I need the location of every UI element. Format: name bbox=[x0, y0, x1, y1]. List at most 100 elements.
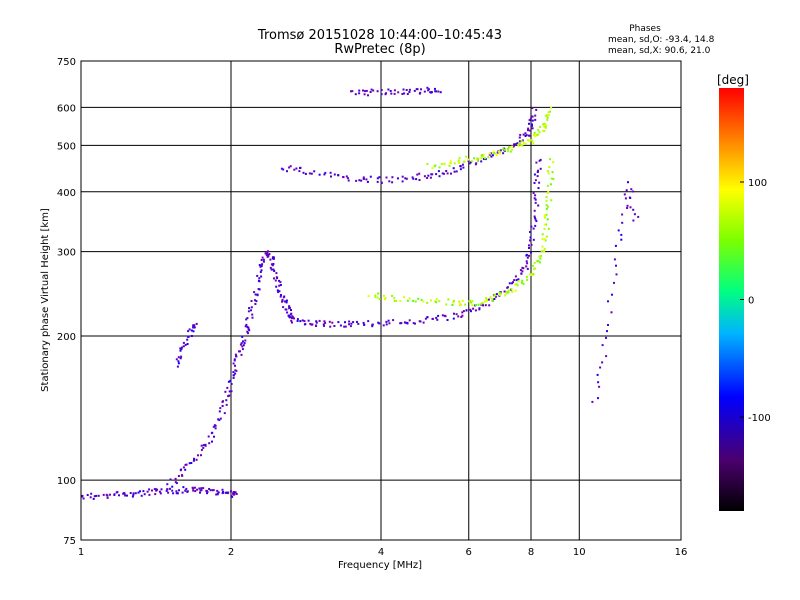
data-point bbox=[399, 300, 402, 302]
data-point bbox=[543, 122, 546, 125]
data-point bbox=[248, 329, 251, 332]
data-point bbox=[522, 282, 525, 285]
data-point bbox=[534, 198, 537, 201]
data-point bbox=[208, 442, 211, 445]
x-tick-label: 2 bbox=[228, 547, 234, 558]
data-point bbox=[374, 294, 377, 297]
data-point bbox=[190, 462, 193, 464]
plot-frame bbox=[80, 60, 682, 541]
data-point bbox=[422, 321, 425, 324]
data-point bbox=[346, 177, 349, 180]
grid-lines bbox=[81, 61, 681, 540]
data-point bbox=[534, 114, 537, 117]
data-point bbox=[250, 300, 253, 302]
data-point bbox=[401, 180, 404, 183]
data-point bbox=[452, 167, 455, 170]
data-point bbox=[108, 493, 111, 496]
data-point bbox=[82, 497, 85, 500]
data-point bbox=[484, 157, 486, 160]
data-point bbox=[611, 293, 613, 296]
data-point bbox=[498, 291, 501, 294]
data-point bbox=[512, 144, 515, 147]
data-point bbox=[174, 477, 177, 480]
data-point bbox=[526, 279, 529, 281]
data-point bbox=[614, 244, 617, 247]
data-point bbox=[276, 289, 279, 292]
data-point bbox=[470, 160, 473, 163]
data-point bbox=[544, 114, 547, 117]
data-point bbox=[532, 133, 535, 136]
data-point bbox=[529, 117, 532, 120]
data-point bbox=[113, 493, 116, 496]
data-point bbox=[480, 154, 483, 157]
data-point bbox=[347, 179, 350, 182]
data-point bbox=[493, 152, 496, 155]
data-point bbox=[200, 448, 203, 451]
data-point bbox=[420, 299, 423, 301]
data-point bbox=[525, 265, 528, 268]
data-point bbox=[140, 494, 143, 497]
data-point bbox=[453, 312, 455, 315]
data-point bbox=[470, 301, 473, 304]
data-point bbox=[535, 161, 538, 164]
data-point bbox=[259, 271, 262, 273]
data-point bbox=[139, 490, 141, 493]
data-point bbox=[360, 179, 363, 182]
data-point bbox=[344, 321, 346, 324]
data-point bbox=[245, 318, 248, 321]
data-point bbox=[545, 207, 548, 210]
data-point bbox=[545, 199, 548, 202]
y-axis-label: Stationary phase Virtual Height [km] bbox=[40, 208, 51, 392]
data-point bbox=[524, 135, 527, 137]
data-point bbox=[426, 316, 429, 319]
data-point bbox=[179, 347, 182, 350]
data-point bbox=[266, 251, 269, 253]
x-axis-label: Frequency [MHz] bbox=[338, 560, 422, 571]
data-point bbox=[540, 250, 543, 253]
data-point bbox=[180, 468, 183, 471]
data-point bbox=[171, 485, 174, 488]
x-tick-label: 6 bbox=[466, 547, 472, 558]
data-point bbox=[129, 492, 132, 494]
data-point bbox=[534, 135, 537, 137]
data-point bbox=[511, 282, 513, 285]
data-point bbox=[269, 266, 272, 269]
data-point bbox=[242, 340, 244, 343]
data-point bbox=[257, 288, 260, 290]
data-point bbox=[278, 279, 281, 282]
data-point bbox=[435, 298, 438, 301]
data-point bbox=[430, 91, 433, 94]
data-point bbox=[156, 488, 159, 491]
data-point bbox=[217, 418, 220, 421]
data-point bbox=[615, 264, 617, 267]
data-point bbox=[543, 248, 546, 250]
colorbar-tick-label: 0 bbox=[748, 296, 754, 307]
data-point bbox=[182, 466, 185, 469]
data-point bbox=[315, 325, 318, 327]
data-point bbox=[632, 219, 635, 222]
data-point bbox=[241, 345, 244, 348]
data-point bbox=[408, 297, 411, 300]
data-point bbox=[434, 300, 436, 303]
data-point bbox=[134, 492, 137, 495]
data-point bbox=[533, 173, 536, 176]
data-point bbox=[382, 294, 385, 297]
data-point bbox=[455, 170, 458, 173]
data-point bbox=[493, 298, 496, 300]
data-point bbox=[446, 172, 449, 175]
data-point bbox=[408, 91, 411, 93]
data-point bbox=[543, 129, 546, 132]
data-point bbox=[118, 494, 120, 497]
data-point bbox=[545, 114, 548, 117]
data-point bbox=[534, 194, 537, 197]
data-point bbox=[426, 177, 429, 179]
data-point bbox=[528, 134, 531, 137]
data-point bbox=[550, 199, 553, 202]
data-point bbox=[212, 425, 215, 428]
data-point bbox=[181, 491, 184, 494]
data-point bbox=[366, 180, 369, 183]
data-point bbox=[385, 176, 388, 179]
data-point bbox=[355, 179, 358, 182]
data-point bbox=[288, 305, 291, 308]
data-point bbox=[461, 163, 464, 166]
